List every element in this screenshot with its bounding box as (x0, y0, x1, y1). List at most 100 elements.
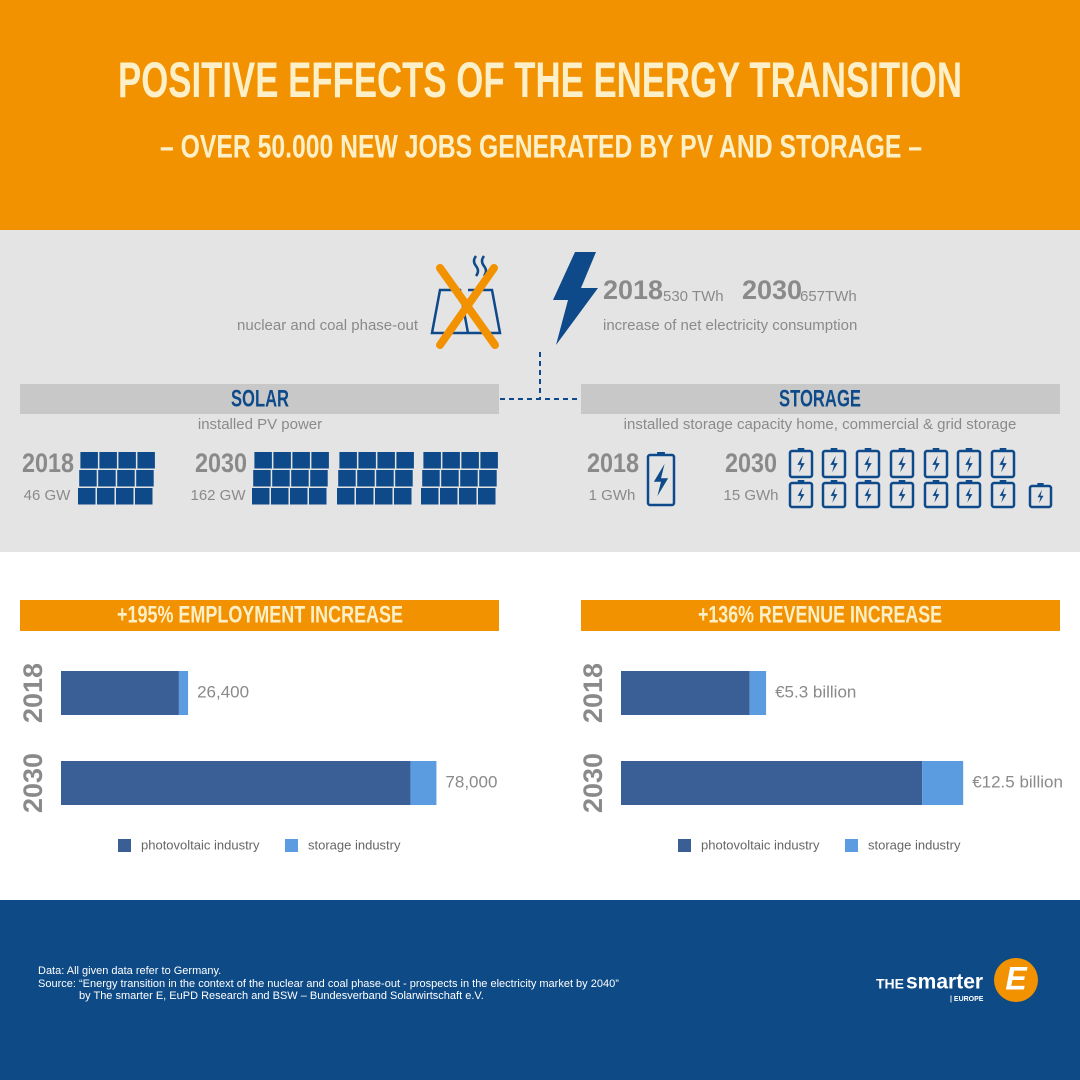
solar-panel-cell (291, 470, 309, 487)
footer-band (0, 900, 1080, 1080)
value: 657TWh (800, 288, 857, 305)
logo: THE smarter E | EUROPE (876, 958, 1038, 1003)
bar-segment (621, 761, 923, 805)
battery (821, 449, 847, 479)
solar-panel-cell (117, 470, 135, 487)
value: 530 TWh (663, 288, 724, 305)
section-title: SOLAR (231, 385, 289, 412)
solar-panel-cell (376, 470, 394, 487)
battery (788, 481, 814, 509)
battery-bolt (797, 487, 805, 503)
solar-panel-cell (99, 452, 117, 469)
battery-bolt (965, 487, 973, 503)
year: 2018 (603, 275, 663, 305)
solar-panel-cell (459, 488, 477, 505)
battery-bolt (999, 487, 1007, 503)
solar-panel-cell (80, 452, 98, 469)
value-label: 26,400 (197, 682, 249, 701)
y-tick-label: 2018 (578, 663, 608, 723)
battery-cap (999, 448, 1007, 451)
bar-segment (922, 761, 964, 805)
legend-swatch (285, 839, 298, 852)
year: 2018 (22, 448, 74, 478)
y-tick-label: 2030 (578, 753, 608, 813)
legend-label: storage industry (308, 837, 401, 852)
solar-panel-cell (273, 452, 291, 469)
solar-panel-cell (441, 470, 459, 487)
battery-cap (965, 448, 973, 451)
battery-cap (830, 480, 838, 483)
section-bar (581, 384, 1060, 414)
solar-panel-cell (377, 452, 395, 469)
battery (956, 449, 982, 479)
solar-panel-cell (290, 488, 308, 505)
solar-panel-cell (478, 488, 496, 505)
battery (956, 481, 982, 509)
power-plant-icon (430, 255, 502, 349)
solar-panel-cell (358, 452, 376, 469)
solar-panel-cell (442, 452, 460, 469)
solar-panel-cell (375, 488, 393, 505)
y-tick-label: 2030 (18, 753, 48, 813)
battery-cap (830, 448, 838, 451)
battery-bolt (653, 463, 669, 497)
solar-panel-cell (460, 470, 478, 487)
bar-segment (621, 671, 750, 715)
footer-source: by The smarter E, EuPD Research and BSW … (79, 990, 484, 1002)
solar-panel-cell (339, 452, 357, 469)
battery-cap (864, 480, 872, 483)
legend-label: photovoltaic industry (141, 837, 260, 852)
year: 2018 (587, 448, 639, 478)
battery (855, 481, 881, 509)
solar-panel-cell (479, 470, 497, 487)
battery-cap (898, 480, 906, 483)
battery (923, 481, 949, 509)
battery (990, 449, 1016, 479)
solar-panel-cell (98, 470, 116, 487)
solar-panel-cell (396, 452, 414, 469)
solar-panel-cell (423, 452, 441, 469)
value: 15 GWh (723, 487, 778, 504)
logo-circle (994, 958, 1038, 1002)
legend-label: photovoltaic industry (701, 837, 820, 852)
solar-panel-cell (79, 470, 97, 487)
battery-bolt (797, 455, 805, 473)
battery-bolt (898, 487, 906, 503)
year: 2030 (195, 448, 247, 478)
solar-panel-cell (338, 470, 356, 487)
section-bar (20, 384, 499, 414)
battery (855, 449, 881, 479)
solar-panel-cell (309, 488, 327, 505)
battery-cap (965, 480, 973, 483)
solar-panel-cell (480, 452, 498, 469)
footer-data: Data: All given data refer to Germany. (38, 965, 221, 977)
solar-panel-cell (422, 470, 440, 487)
battery-cap (932, 448, 940, 451)
legend-label: storage industry (868, 837, 961, 852)
value: 1 GWh (589, 487, 636, 504)
battery-cap (657, 452, 665, 455)
battery-bolt (1037, 489, 1044, 504)
battery-cap (1037, 483, 1044, 486)
solar-panel-cell (440, 488, 458, 505)
solar-panel-cell (395, 470, 413, 487)
year: 2030 (742, 275, 802, 305)
solar-panel-cell (136, 470, 154, 487)
value-label: 78,000 (445, 772, 497, 791)
battery-bolt (830, 455, 838, 473)
battery (923, 449, 949, 479)
header-band (0, 0, 1080, 230)
battery-bolt (999, 455, 1007, 473)
battery-bolt (830, 487, 838, 503)
section-subtitle: installed storage capacity home, commerc… (624, 416, 1017, 433)
solar-panel-cell (337, 488, 355, 505)
solar-panel-cell (421, 488, 439, 505)
legend-swatch (118, 839, 131, 852)
bar-segment (61, 671, 179, 715)
battery-cap (898, 448, 906, 451)
footer-source: Source: “Energy transition in the contex… (38, 978, 619, 990)
value-label: €12.5 billion (972, 772, 1063, 791)
battery (1028, 484, 1053, 509)
section-title: STORAGE (779, 385, 861, 412)
